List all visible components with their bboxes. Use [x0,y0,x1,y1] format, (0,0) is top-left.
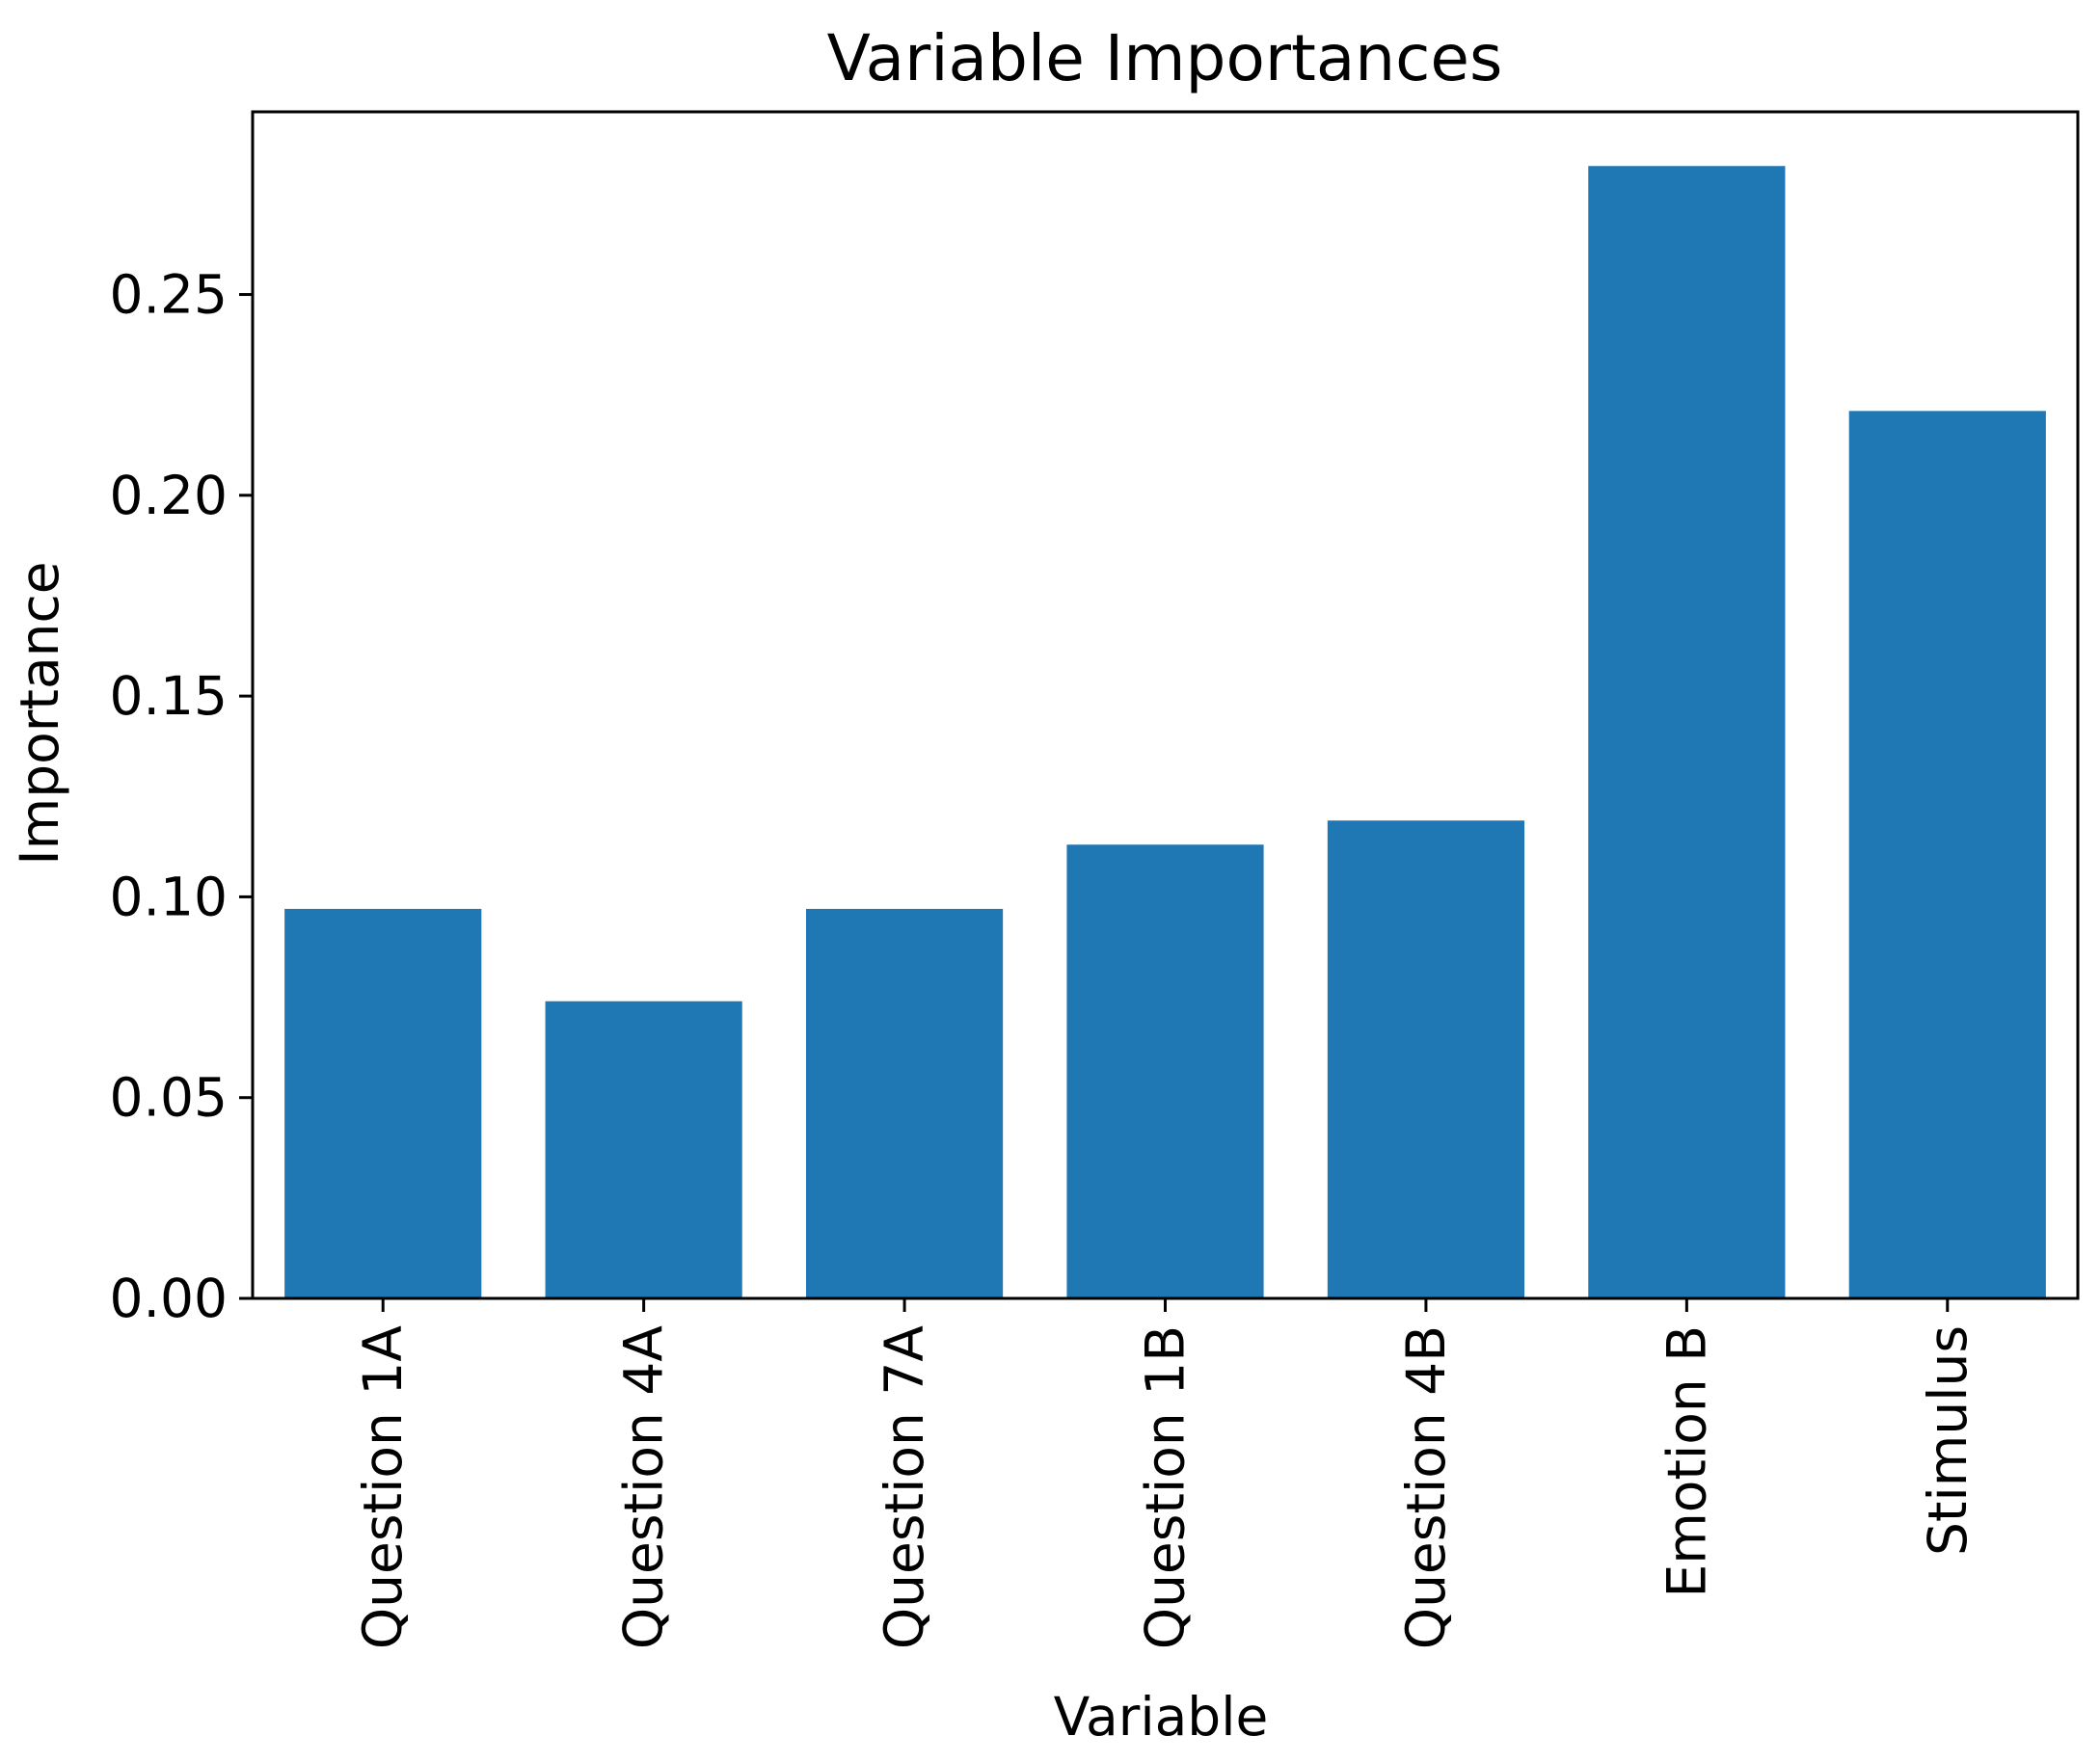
x-axis-ticks: Question 1A Question 4A Question 7A Questio… [352,1298,1979,1649]
bar-question-4b [1327,820,1525,1298]
y-tick-label: 0.25 [110,264,228,326]
bar-question-1a [284,908,482,1298]
bar-emotion-b [1588,166,1786,1299]
y-tick-label: 0.10 [110,866,228,927]
x-tick-label: Question 7A [874,1325,935,1649]
y-tick-label: 0.20 [110,465,228,526]
y-axis-ticks: 0.00 0.05 0.10 0.15 0.20 0.25 [110,264,253,1329]
x-tick-label: Stimulus [1917,1325,1979,1556]
bar-stimulus [1848,411,2046,1298]
y-tick-label: 0.00 [110,1268,228,1329]
chart-title: Variable Importances [827,21,1503,95]
bar-question-4a [545,1001,742,1298]
bar-question-7a [805,908,1004,1298]
bar-question-1b [1066,844,1264,1298]
x-tick-label: Question 4A [613,1325,675,1649]
y-tick-label: 0.15 [110,665,228,727]
x-tick-label: Question 1A [352,1325,414,1649]
x-axis-title: Variable [1054,1686,1269,1748]
x-tick-label: Emotion B [1656,1325,1717,1598]
x-tick-label: Question 4B [1395,1325,1457,1649]
bars-group [284,166,2046,1299]
plot-frame [251,110,2080,1300]
x-tick-label: Question 1B [1135,1325,1197,1649]
y-tick-label: 0.05 [110,1067,228,1129]
y-axis-title: Importance [9,561,70,865]
